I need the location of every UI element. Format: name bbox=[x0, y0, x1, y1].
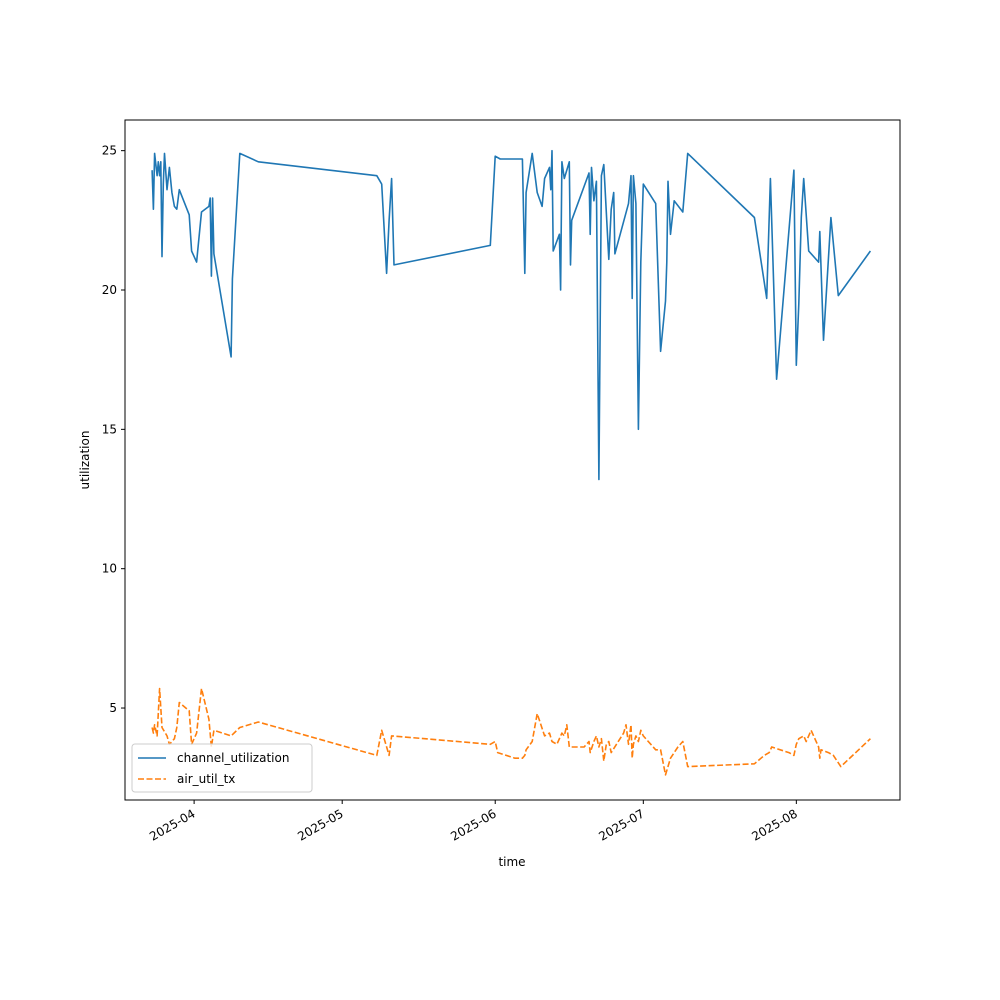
y-tick-label: 10 bbox=[102, 562, 117, 576]
legend: channel_utilization air_util_tx bbox=[131, 743, 313, 793]
y-tick-label: 20 bbox=[102, 283, 117, 297]
y-tick-label: 5 bbox=[109, 701, 117, 715]
legend-label-channel-utilization: channel_utilization bbox=[177, 751, 289, 765]
legend-box bbox=[131, 743, 313, 793]
series-line-channel-utilization bbox=[151, 149, 872, 481]
y-axis: 5 10 15 20 25 bbox=[102, 144, 125, 715]
plot-area-frame bbox=[124, 119, 901, 801]
y-tick-label: 15 bbox=[102, 422, 117, 436]
series-line-air-util-tx bbox=[151, 687, 871, 776]
legend-label-air-util-tx: air_util_tx bbox=[177, 772, 235, 786]
series-layer bbox=[151, 149, 872, 776]
y-tick-label: 25 bbox=[102, 144, 117, 158]
x-axis-label: time bbox=[498, 855, 525, 869]
y-axis-label: utilization bbox=[78, 431, 92, 490]
